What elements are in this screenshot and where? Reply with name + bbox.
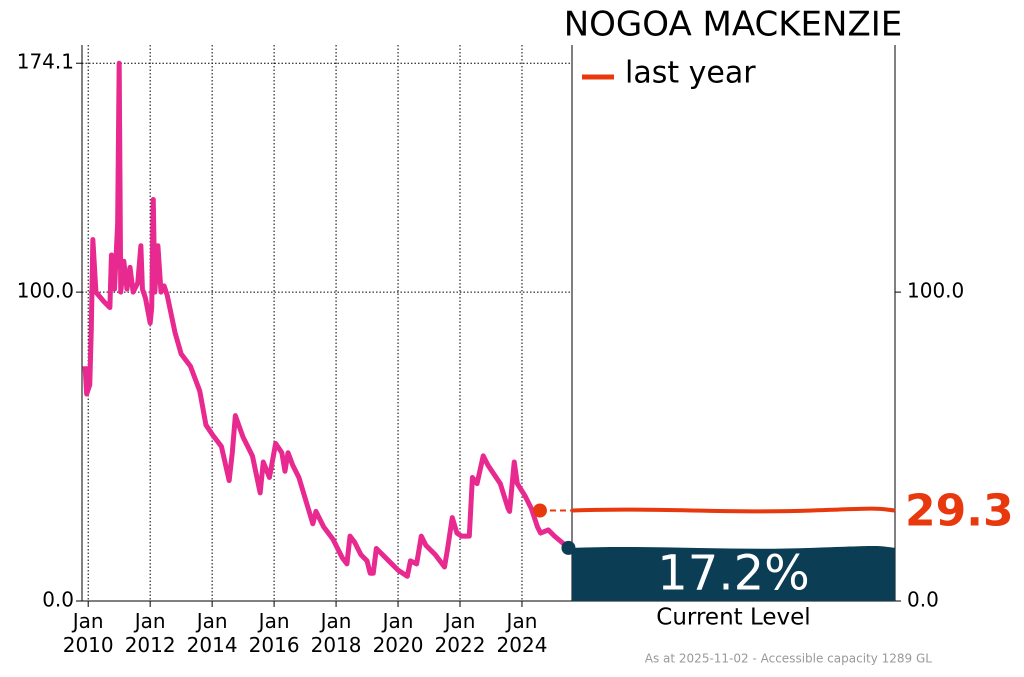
current-level-label: 17.2% (657, 545, 809, 601)
current-level (572, 545, 895, 601)
x-tick-label: Jan 2022 (434, 609, 486, 657)
y-tick-label: 174.1 (17, 50, 74, 74)
current-dot (561, 540, 576, 555)
y-tick-label: 0.0 (42, 588, 74, 612)
y2-tick-label: 0.0 (907, 588, 939, 612)
x-tick-label: Jan 2010 (62, 609, 114, 657)
x-tick-label: Jan 2024 (496, 609, 548, 657)
last-year-line (571, 506, 896, 514)
chart-title: NOGOA MACKENZIE (564, 5, 903, 45)
x-tick-label: Jan 2020 (372, 609, 424, 657)
legend-label: last year (625, 56, 756, 91)
y-tick-label: 100.0 (17, 279, 74, 303)
last-year-value: 29.3 (905, 485, 1014, 536)
series-line (82, 60, 571, 579)
last-year-dot (532, 503, 547, 518)
x-tick-label: Jan 2012 (124, 609, 176, 657)
x-tick-label: Jan 2018 (310, 609, 362, 657)
y2-tick-label: 100.0 (907, 279, 964, 303)
x-tick-label: Jan 2016 (248, 609, 300, 657)
x-tick-label: Jan 2014 (186, 609, 238, 657)
footnote: As at 2025-11-02 - Accessible capacity 1… (645, 652, 933, 666)
tank-label: Current Level (656, 605, 810, 631)
